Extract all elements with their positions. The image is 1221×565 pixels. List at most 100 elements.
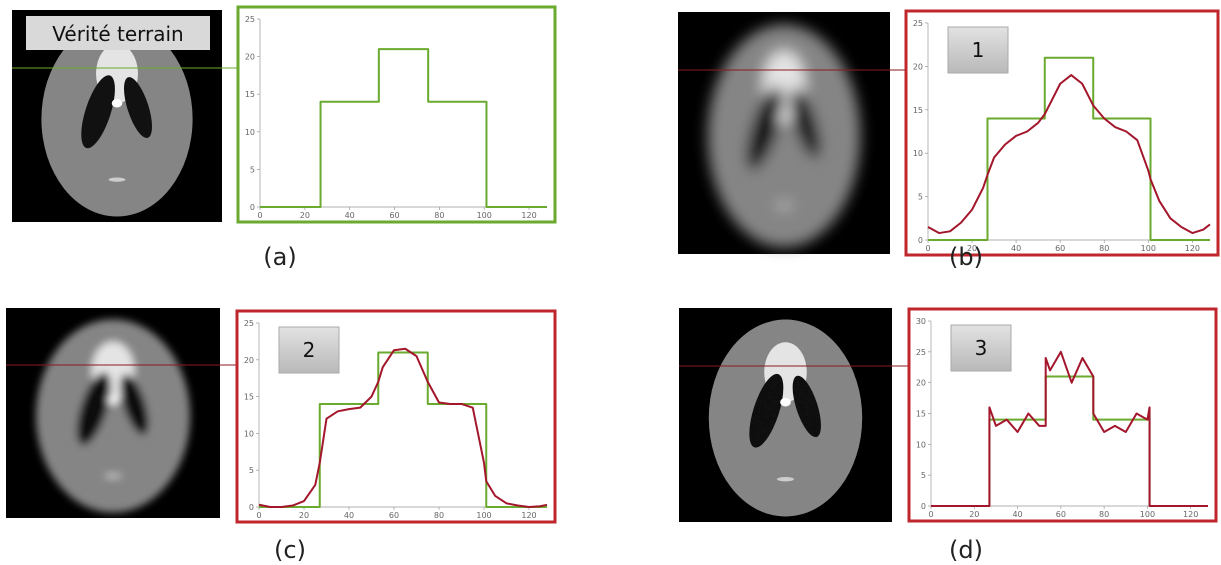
- phantom-small: [104, 473, 122, 479]
- x-tick-label: 100: [1140, 510, 1155, 519]
- x-tick-label: 80: [1099, 510, 1109, 519]
- phantom-outer: [41, 21, 193, 217]
- annotation: 2: [303, 338, 316, 362]
- phantom-outer: [707, 24, 861, 248]
- y-tick-label: 10: [245, 128, 255, 137]
- y-tick-label: 20: [916, 379, 926, 388]
- x-tick-label: 80: [434, 211, 444, 220]
- x-tick-label: 40: [345, 211, 355, 220]
- x-tick-label: 40: [344, 511, 354, 520]
- x-tick-label: 60: [1056, 510, 1066, 519]
- caption: (b): [949, 243, 983, 271]
- series-line: [259, 351, 547, 508]
- y-tick-label: 15: [916, 410, 926, 419]
- annotation-box: [26, 16, 210, 50]
- x-tick-label: 100: [1141, 244, 1156, 253]
- annotation: 3: [975, 336, 988, 360]
- x-tick-label: 20: [969, 510, 979, 519]
- phantom-small: [776, 477, 795, 482]
- y-tick-label: 10: [244, 429, 254, 438]
- phantom-left: [76, 372, 111, 445]
- series-line: [260, 48, 547, 208]
- y-tick-label: 0: [250, 203, 255, 212]
- phantom-right: [792, 375, 821, 438]
- phantom-small: [108, 177, 126, 182]
- y-tick-label: 0: [249, 503, 254, 512]
- phantom-right: [120, 374, 149, 435]
- y-tick-label: 15: [244, 393, 254, 402]
- y-tick-label: 25: [913, 19, 923, 28]
- phantom-right: [790, 88, 821, 158]
- phantom-outer: [35, 319, 191, 513]
- phantom-left: [81, 75, 115, 149]
- phantom-small: [775, 203, 793, 209]
- y-tick-label: 10: [913, 149, 923, 158]
- annotation-box: [947, 26, 1009, 74]
- series-line: [927, 74, 1211, 235]
- series-line: [928, 56, 1210, 241]
- x-tick-label: 0: [925, 244, 930, 253]
- x-tick-label: 60: [389, 211, 399, 220]
- y-tick-label: 15: [245, 90, 255, 99]
- phantom: [41, 21, 193, 217]
- x-tick-label: 120: [1183, 510, 1198, 519]
- panel: 0 5 10 15 20 25 0 20 40 60 80 100 120 1 (b): [678, 9, 1220, 271]
- x-tick-label: 20: [300, 211, 310, 220]
- phantom-left: [749, 373, 784, 448]
- y-tick-label: 5: [249, 466, 254, 475]
- y-tick-label: 30: [916, 317, 926, 326]
- x-tick-label: 20: [967, 244, 977, 253]
- series-line: [931, 350, 1208, 507]
- y-tick-label: 20: [244, 356, 254, 365]
- y-tick-label: 5: [918, 193, 923, 202]
- x-tick-label: 0: [928, 510, 933, 519]
- phantom-outer: [708, 319, 863, 517]
- y-tick-label: 25: [244, 319, 254, 328]
- x-tick-label: 100: [477, 211, 492, 220]
- y-tick-label: 25: [245, 15, 255, 24]
- x-tick-label: 100: [476, 511, 491, 520]
- x-tick-label: 120: [1185, 244, 1200, 253]
- x-tick-label: 80: [1099, 244, 1109, 253]
- annotation: 1: [972, 38, 985, 62]
- phantom-right: [123, 77, 153, 138]
- phantom-dot: [111, 99, 123, 108]
- chart-frame: [236, 5, 557, 224]
- x-tick-label: 0: [257, 211, 262, 220]
- x-tick-label: 120: [521, 211, 536, 220]
- annotation-box: [950, 324, 1012, 372]
- panel: 0 5 10 15 20 25 0 20 40 60 80 100 120 2 (c): [6, 308, 557, 564]
- y-tick-label: 5: [250, 165, 255, 174]
- y-tick-label: 0: [921, 502, 926, 511]
- panel: 0 5 10 15 20 25 30 0 20 40 60 80 100 120 3 (d): [679, 307, 1218, 564]
- y-tick-label: 20: [245, 53, 255, 62]
- x-tick-label: 40: [1012, 510, 1022, 519]
- caption: (c): [274, 536, 306, 564]
- x-tick-label: 20: [299, 511, 309, 520]
- x-tick-label: 60: [389, 511, 399, 520]
- y-tick-label: 25: [916, 348, 926, 357]
- phantom-dot: [107, 396, 119, 405]
- caption: (d): [949, 536, 983, 564]
- panel: 0 5 10 15 20 25 0 20 40 60 80 100 120 Vérité terrain (…: [12, 5, 557, 271]
- phantom-left: [746, 86, 784, 170]
- y-tick-label: 20: [913, 62, 923, 71]
- y-tick-label: 0: [918, 236, 923, 245]
- x-tick-label: 80: [434, 511, 444, 520]
- y-tick-label: 5: [921, 471, 926, 480]
- y-tick-label: 15: [913, 106, 923, 115]
- series-line: [258, 347, 548, 508]
- phantom: [35, 319, 191, 513]
- annotation-box: [278, 326, 340, 374]
- x-tick-label: 60: [1055, 244, 1065, 253]
- phantom-dot: [778, 113, 790, 124]
- phantom: [707, 24, 861, 248]
- annotation: Vérité terrain: [52, 22, 183, 46]
- phantom-dot: [780, 397, 791, 407]
- x-tick-label: 0: [256, 511, 261, 520]
- x-tick-label: 40: [1011, 244, 1021, 253]
- y-tick-label: 10: [916, 440, 926, 449]
- phantom: [708, 319, 863, 517]
- caption: (a): [263, 243, 296, 271]
